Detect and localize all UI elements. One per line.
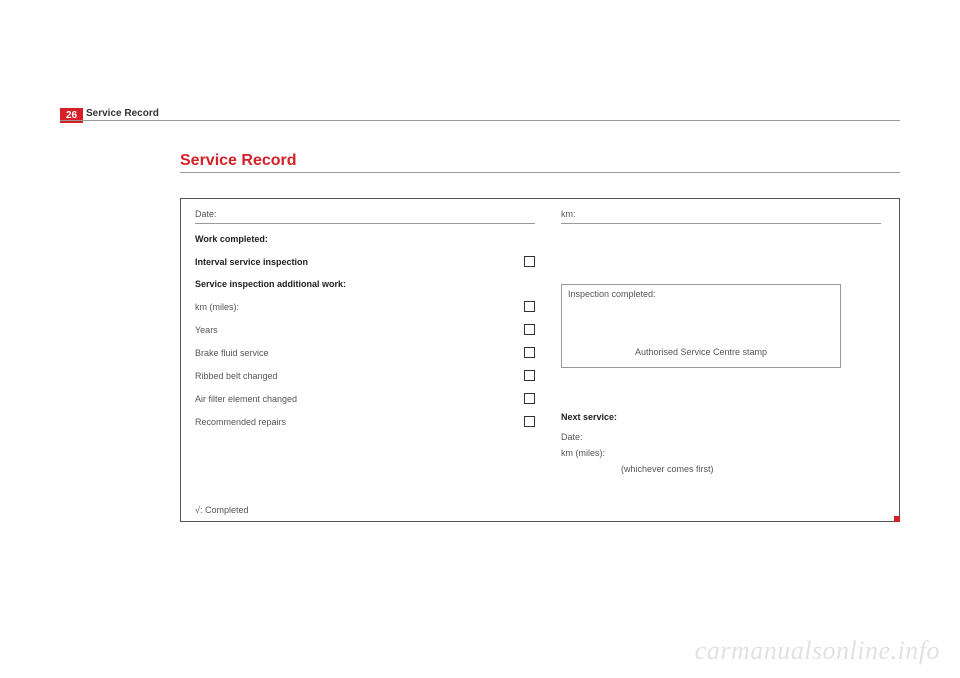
form-right-column: km: Inspection completed: Authorised Ser… (561, 209, 881, 474)
recommended-label: Recommended repairs (195, 417, 286, 427)
recommended-row: Recommended repairs (195, 416, 535, 427)
work-completed-label: Work completed: (195, 234, 535, 244)
years-checkbox[interactable] (524, 324, 535, 335)
km-miles-label: km (miles): (195, 302, 239, 312)
watermark-text: carmanualsonline.info (695, 636, 940, 666)
section-title: Service Record (180, 152, 297, 170)
interval-inspection-label: Interval service inspection (195, 257, 308, 267)
header-label: Service Record (86, 108, 159, 119)
brake-fluid-label: Brake fluid service (195, 348, 269, 358)
date-label: Date: (195, 209, 535, 219)
km-label: km: (561, 209, 881, 219)
service-form-box: Date: Work completed: Interval service i… (180, 198, 900, 522)
next-service-km: km (miles): (561, 448, 881, 458)
air-filter-row: Air filter element changed (195, 393, 535, 404)
title-divider (180, 172, 900, 173)
years-row: Years (195, 324, 535, 335)
next-service-block: Next service: Date: km (miles): (whichev… (561, 412, 881, 474)
red-corner-marker (894, 516, 900, 522)
interval-inspection-row: Interval service inspection (195, 256, 535, 267)
recommended-checkbox[interactable] (524, 416, 535, 427)
inspection-completed-label: Inspection completed: (568, 289, 834, 299)
header-divider (60, 120, 900, 121)
footer-note: √: Completed (195, 505, 248, 515)
stamp-center-text: Authorised Service Centre stamp (562, 347, 840, 357)
years-label: Years (195, 325, 218, 335)
form-left-column: Date: Work completed: Interval service i… (195, 209, 535, 439)
air-filter-label: Air filter element changed (195, 394, 297, 404)
brake-fluid-row: Brake fluid service (195, 347, 535, 358)
km-line (561, 223, 881, 224)
km-miles-checkbox[interactable] (524, 301, 535, 312)
stamp-box: Inspection completed: Authorised Service… (561, 284, 841, 368)
ribbed-belt-label: Ribbed belt changed (195, 371, 278, 381)
date-line (195, 223, 535, 224)
km-miles-row: km (miles): (195, 301, 535, 312)
ribbed-belt-row: Ribbed belt changed (195, 370, 535, 381)
next-service-date: Date: (561, 432, 881, 442)
ribbed-belt-checkbox[interactable] (524, 370, 535, 381)
whichever-text: (whichever comes first) (621, 464, 881, 474)
air-filter-checkbox[interactable] (524, 393, 535, 404)
brake-fluid-checkbox[interactable] (524, 347, 535, 358)
additional-work-label: Service inspection additional work: (195, 279, 535, 289)
interval-inspection-checkbox[interactable] (524, 256, 535, 267)
next-service-title: Next service: (561, 412, 881, 422)
